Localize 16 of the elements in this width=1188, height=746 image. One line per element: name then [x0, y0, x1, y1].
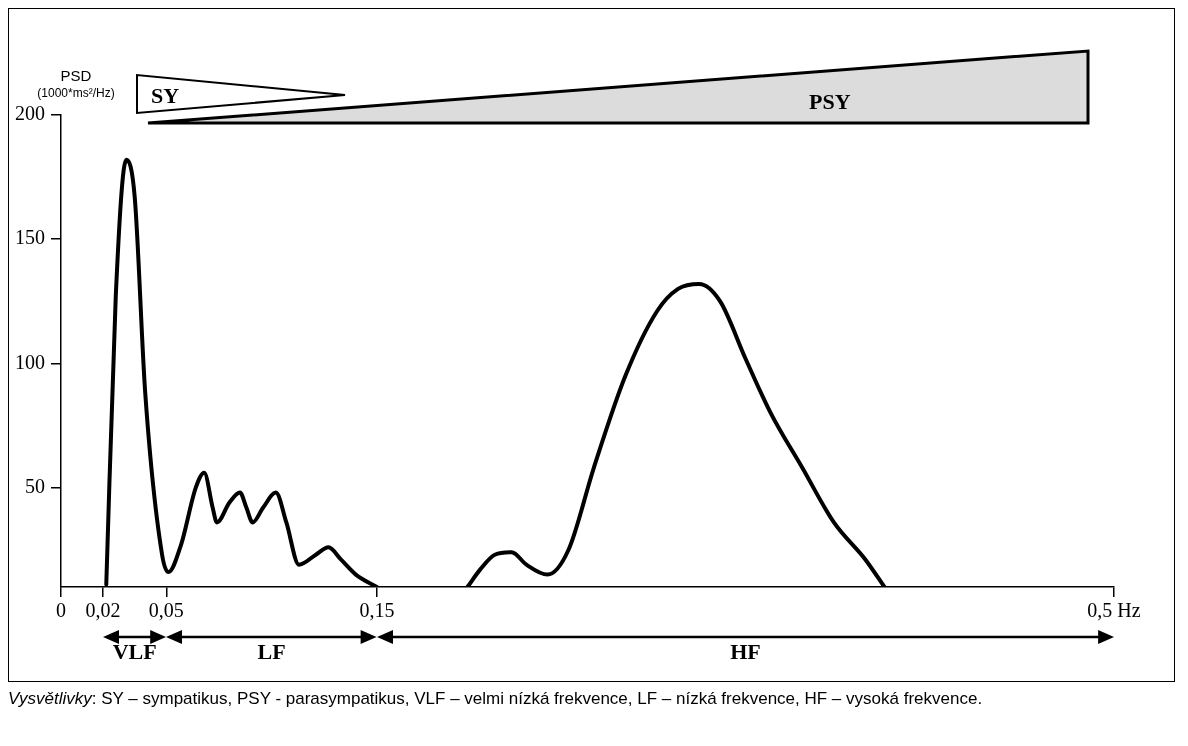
text: HF	[729, 639, 762, 665]
x-tick-label: 0,15	[359, 599, 395, 622]
y-axis-title: PSD (1000*ms²/Hz)	[37, 67, 115, 100]
x-tick-label: 0,02	[85, 599, 121, 622]
y-tick-label: 100	[15, 350, 45, 373]
y-tick-label: 200	[15, 102, 45, 125]
text: SY	[151, 83, 180, 109]
text: Vysvětlivky: SY – sympatikus, PSY - parasympatikus, VLF – velmi nízká frekvence, LF – nízká frekvence, HF – vysoká frekvence.	[8, 688, 984, 710]
text: PSY	[809, 89, 851, 115]
x-tick-label: 0	[56, 599, 66, 622]
y-tick-label: 50	[25, 474, 45, 497]
text: VLF	[111, 639, 158, 665]
y-tick-label: 150	[15, 226, 45, 249]
x-tick-label: 0,05	[148, 599, 184, 622]
text: LF	[256, 639, 287, 665]
x-tick-label: 0,5 Hz	[1087, 599, 1141, 622]
